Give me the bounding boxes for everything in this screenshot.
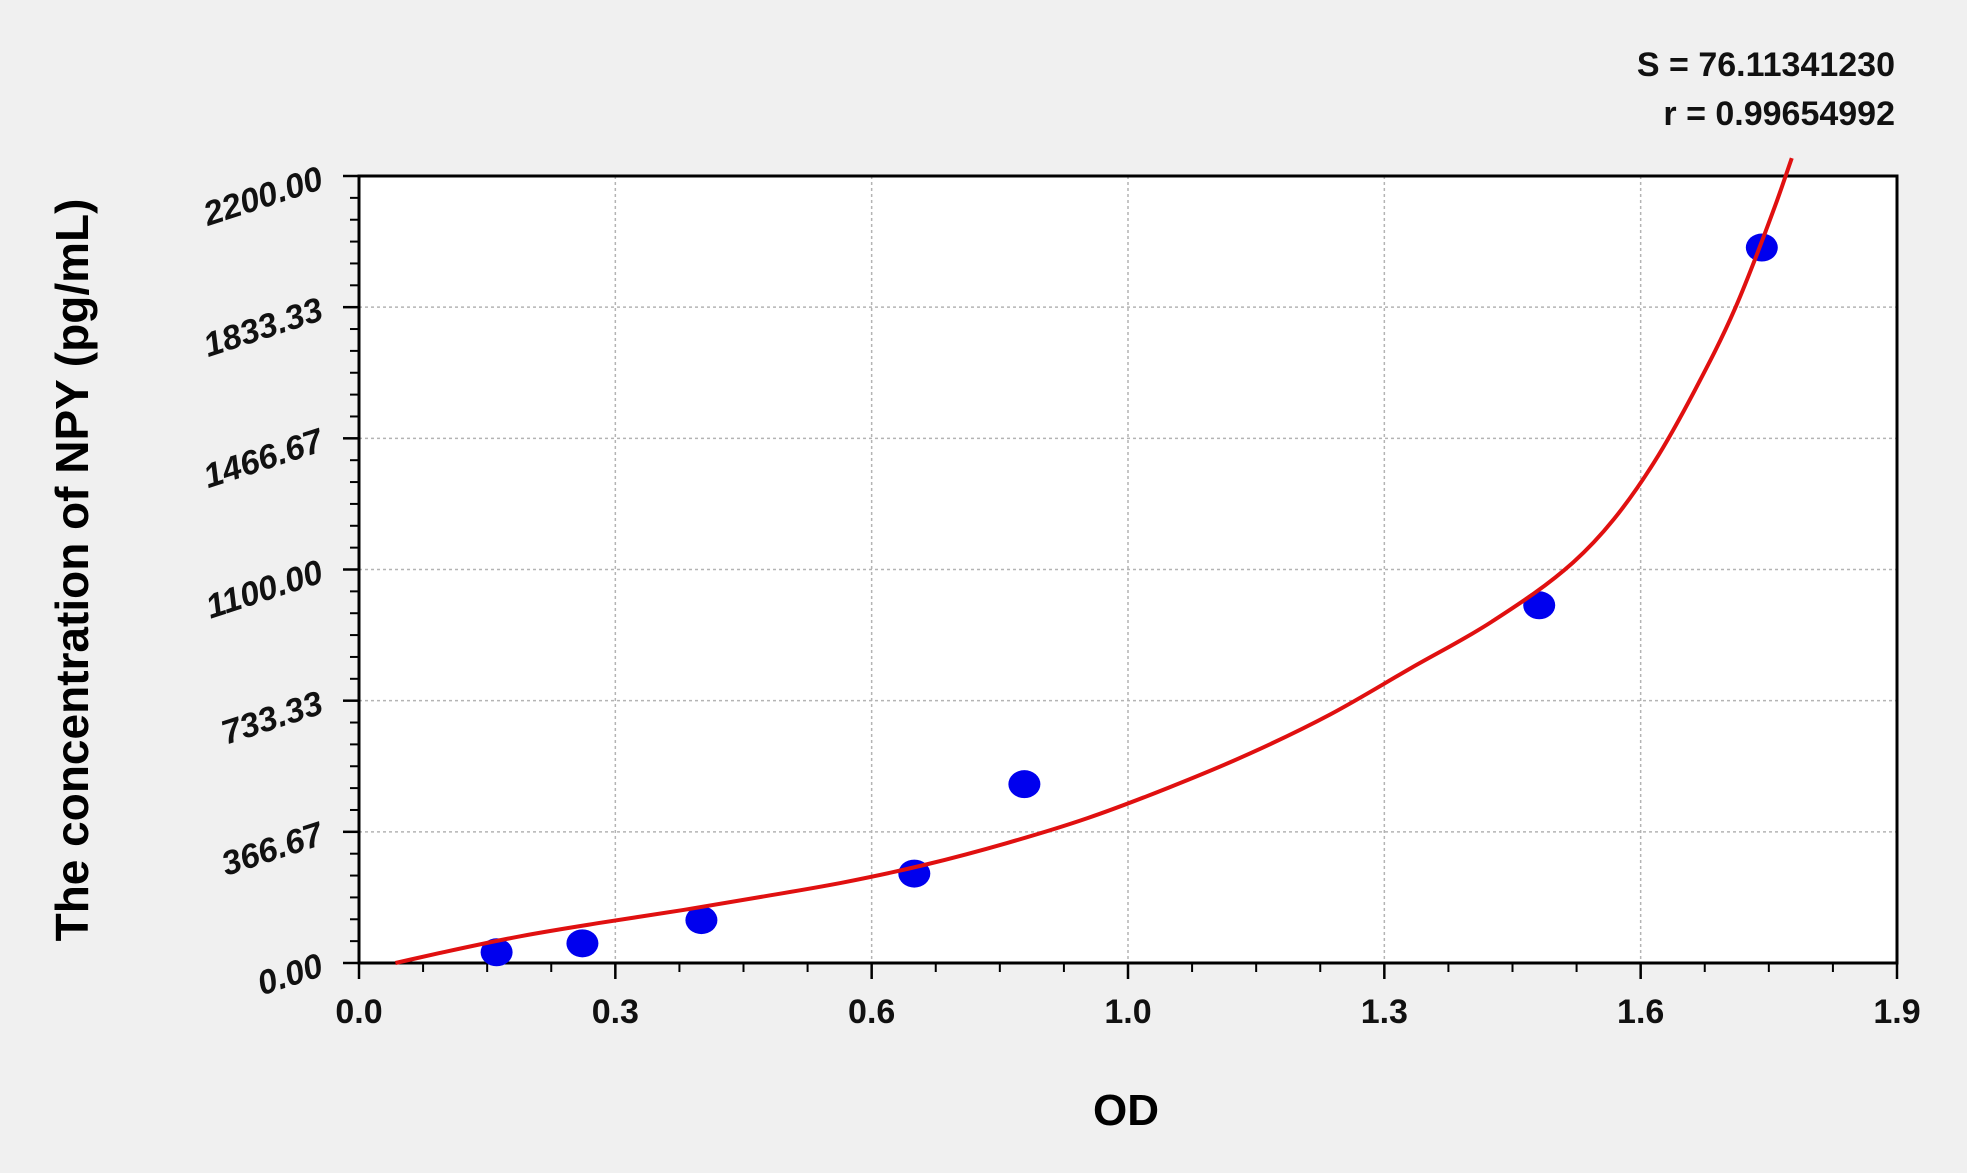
data-point [1745,233,1778,262]
y-tick-label: 0.00 [253,946,328,1003]
data-points [480,233,1778,967]
x-tick-label: 1.0 [1104,993,1151,1031]
x-tick-label: 1.9 [1873,993,1920,1031]
y-tick-label: 2200.00 [198,159,328,233]
data-point [685,906,718,935]
y-tick-label: 1466.67 [199,421,330,496]
y-tick-label: 1833.33 [199,291,328,365]
y-tick-label: 366.67 [217,815,330,884]
x-tick-label: 0.6 [848,993,895,1031]
y-tick-label: 1100.00 [201,553,327,626]
data-point [566,929,599,958]
x-tick-label: 0.3 [592,993,639,1031]
fit-curve [394,157,1794,965]
y-tick-label: 733.33 [217,684,328,752]
y-axis-title: The concentration of NPY (pg/mL) [46,199,98,942]
plot-frame [357,174,1899,965]
data-point [1008,770,1041,799]
stat-r-value: r = 0.99654992 [1663,95,1895,133]
data-point [480,938,513,967]
stat-s-value: S = 76.11341230 [1637,46,1895,84]
data-point [1523,591,1556,620]
grid-lines [359,176,1897,963]
x-axis-ticks: 0.0 0.3 0.6 1.0 1.3 1.6 1.9 [335,963,1921,1031]
x-axis-title: OD [1093,1086,1159,1135]
x-tick-label: 1.3 [1361,993,1408,1031]
x-tick-label: 1.6 [1617,993,1664,1031]
y-axis-ticks: 0.00 366.67 733.33 1100.00 1466.67 1833.33 220… [198,159,359,1003]
x-tick-label: 0.0 [335,993,382,1031]
